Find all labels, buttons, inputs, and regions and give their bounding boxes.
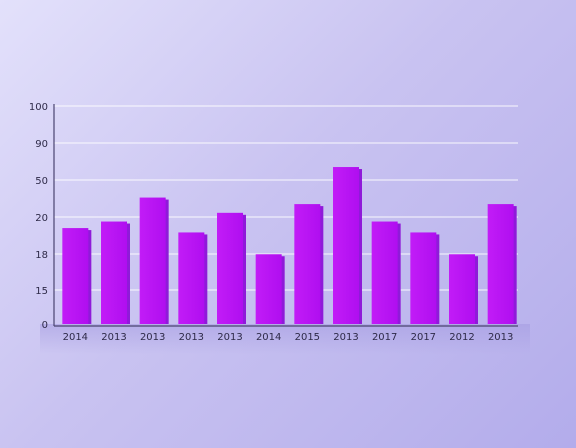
y-tick-label: 100 bbox=[29, 102, 48, 113]
bar bbox=[487, 204, 514, 324]
bar bbox=[333, 167, 359, 324]
y-tick-label: 50 bbox=[35, 176, 48, 187]
bar-side bbox=[357, 169, 362, 324]
x-axis-labels: 2014 2013 2013 2013 2013 2014 2015 2013 2017 2017… bbox=[63, 332, 514, 343]
x-tick-label: 2013 bbox=[179, 332, 204, 343]
y-tick-label: 0 bbox=[42, 320, 48, 331]
floor-shadow bbox=[40, 324, 530, 354]
bar bbox=[410, 232, 437, 324]
x-tick-label: 2013 bbox=[217, 332, 242, 343]
bar-side bbox=[279, 256, 285, 324]
y-tick-label: 15 bbox=[35, 286, 48, 297]
bars bbox=[62, 167, 517, 324]
x-tick-label: 2014 bbox=[256, 332, 281, 343]
bar-side bbox=[241, 214, 246, 324]
x-tick-label: 2017 bbox=[372, 332, 397, 343]
bar-side bbox=[395, 223, 401, 324]
bar bbox=[449, 254, 475, 324]
bar-side bbox=[125, 223, 130, 324]
bar-side bbox=[86, 230, 92, 324]
x-tick-label: 2013 bbox=[333, 332, 358, 343]
y-tick-label: 20 bbox=[35, 213, 48, 224]
bar-side bbox=[473, 256, 478, 324]
bar bbox=[255, 254, 282, 324]
y-axis-ticks: 0 15 18 20 50 90 100 bbox=[29, 102, 48, 331]
x-tick-label: 2017 bbox=[411, 332, 436, 343]
x-tick-label: 2013 bbox=[101, 332, 126, 343]
bar bbox=[217, 212, 243, 324]
x-tick-label: 2012 bbox=[449, 332, 474, 343]
bar bbox=[62, 228, 89, 324]
x-tick-label: 2013 bbox=[140, 332, 165, 343]
x-tick-label: 2013 bbox=[488, 332, 513, 343]
bar-side bbox=[511, 206, 517, 324]
y-tick-label: 18 bbox=[35, 250, 48, 261]
x-tick-label: 2015 bbox=[295, 332, 320, 343]
bar-side bbox=[318, 206, 324, 324]
bar-side bbox=[434, 234, 440, 324]
bar bbox=[294, 204, 321, 324]
bar bbox=[101, 221, 127, 324]
bar bbox=[178, 232, 205, 324]
bar-side bbox=[163, 199, 169, 324]
x-tick-label: 2014 bbox=[63, 332, 88, 343]
y-tick-label: 90 bbox=[35, 139, 48, 150]
bar bbox=[371, 221, 398, 324]
bar bbox=[139, 197, 166, 324]
grid bbox=[54, 105, 518, 291]
bar-side bbox=[202, 234, 208, 324]
